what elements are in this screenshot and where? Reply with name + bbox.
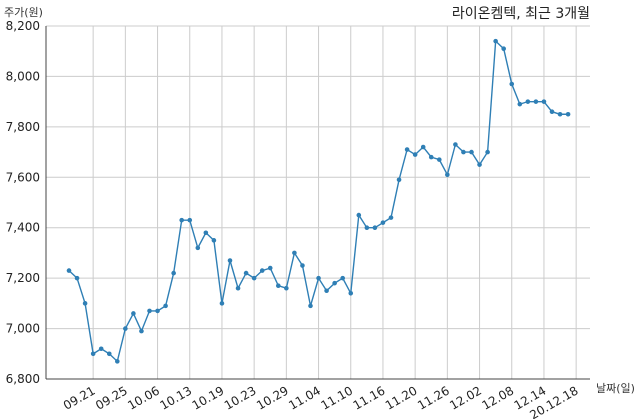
- data-point: [533, 99, 539, 104]
- x-tick-label: 11.20: [383, 383, 420, 412]
- data-point: [388, 215, 394, 220]
- x-tick-labels: 09.2109.2510.0610.1310.1910.2310.2911.04…: [61, 383, 581, 419]
- data-point: [219, 301, 225, 306]
- data-point: [171, 270, 176, 276]
- data-point: [453, 142, 458, 147]
- data-point: [147, 308, 152, 314]
- data-point: [308, 303, 313, 309]
- data-point: [98, 346, 104, 352]
- x-tick-label: 11.10: [318, 383, 355, 412]
- data-point: [332, 280, 337, 286]
- data-point: [340, 275, 346, 281]
- data-point: [163, 303, 168, 309]
- data-point: [195, 245, 201, 251]
- x-tick-label: 11.26: [415, 383, 452, 412]
- data-point: [300, 263, 305, 268]
- x-tick-label: 10.13: [157, 383, 194, 412]
- grid: [46, 25, 590, 380]
- data-point: [179, 217, 184, 223]
- data-point: [525, 99, 531, 104]
- data-point: [404, 147, 410, 152]
- data-point: [437, 157, 442, 162]
- data-point: [557, 111, 563, 117]
- data-point: [372, 225, 378, 231]
- data-point: [251, 275, 257, 281]
- data-point: [412, 152, 418, 157]
- data-point: [82, 301, 88, 306]
- y-tick-label: 7,600: [6, 170, 40, 184]
- data-point: [469, 149, 474, 155]
- data-point: [139, 328, 144, 334]
- y-axis-label: 주가(원): [4, 6, 43, 19]
- data-point: [477, 162, 482, 167]
- y-tick-label: 8,000: [6, 69, 40, 83]
- data-point: [549, 109, 555, 115]
- x-axis-label: 날짜(일): [596, 381, 635, 395]
- data-point: [428, 154, 434, 160]
- x-tick-label: 12.02: [447, 383, 484, 412]
- data-point: [243, 270, 249, 276]
- data-point: [501, 46, 507, 51]
- data-point: [324, 288, 329, 294]
- data-point: [565, 111, 571, 117]
- x-tick-label: 11.16: [351, 383, 388, 412]
- x-tick-label: 11.04: [286, 383, 323, 412]
- x-tick-label: 09.21: [61, 383, 98, 412]
- data-point: [316, 275, 321, 281]
- data-point: [235, 285, 241, 291]
- data-point: [541, 99, 547, 104]
- data-point: [380, 220, 386, 225]
- y-tick-label: 7,000: [6, 322, 40, 336]
- data-point: [493, 38, 498, 44]
- data-point: [131, 311, 136, 316]
- chart-title: 라이온켐텍, 최근 3개월: [452, 6, 590, 22]
- data-point: [66, 268, 72, 273]
- data-point: [74, 275, 80, 281]
- data-point: [292, 250, 297, 256]
- data-point: [276, 283, 281, 289]
- data-point: [211, 238, 217, 243]
- data-point: [203, 230, 209, 236]
- data-point: [106, 351, 112, 357]
- data-point: [227, 258, 233, 263]
- y-tick-label: 6,800: [6, 372, 40, 386]
- x-tick-label: 10.29: [254, 383, 291, 412]
- data-point: [445, 172, 450, 178]
- data-point: [485, 149, 490, 155]
- data-point: [348, 290, 354, 296]
- data-point: [267, 265, 273, 271]
- data-point: [115, 359, 120, 364]
- y-tick-labels: 6,800 7,000 7,200 7,400 7,600 7,800 8,000 8,200: [6, 19, 40, 386]
- y-tick-label: 7,800: [6, 120, 40, 134]
- data-point: [509, 81, 515, 87]
- data-point: [517, 101, 523, 107]
- y-tick-label: 7,200: [6, 271, 40, 285]
- data-point: [396, 177, 402, 183]
- data-point: [420, 144, 426, 150]
- data-point: [259, 268, 265, 273]
- data-point: [90, 351, 96, 357]
- x-tick-label: 10.19: [190, 383, 227, 412]
- data-point: [356, 212, 362, 218]
- data-point: [364, 225, 370, 231]
- data-point: [461, 149, 466, 155]
- x-tick-label: 10.23: [222, 383, 259, 412]
- data-point: [284, 285, 289, 291]
- data-point: [187, 217, 193, 223]
- x-tick-label: 09.25: [93, 383, 130, 412]
- series: [66, 38, 571, 364]
- x-tick-label: 12.08: [479, 383, 516, 412]
- y-tick-label: 7,400: [6, 221, 40, 235]
- data-point: [123, 326, 128, 331]
- axes: [45, 26, 590, 380]
- x-tick-label: 10.06: [125, 383, 162, 412]
- data-point: [155, 308, 160, 314]
- y-tick-label: 8,200: [6, 19, 40, 33]
